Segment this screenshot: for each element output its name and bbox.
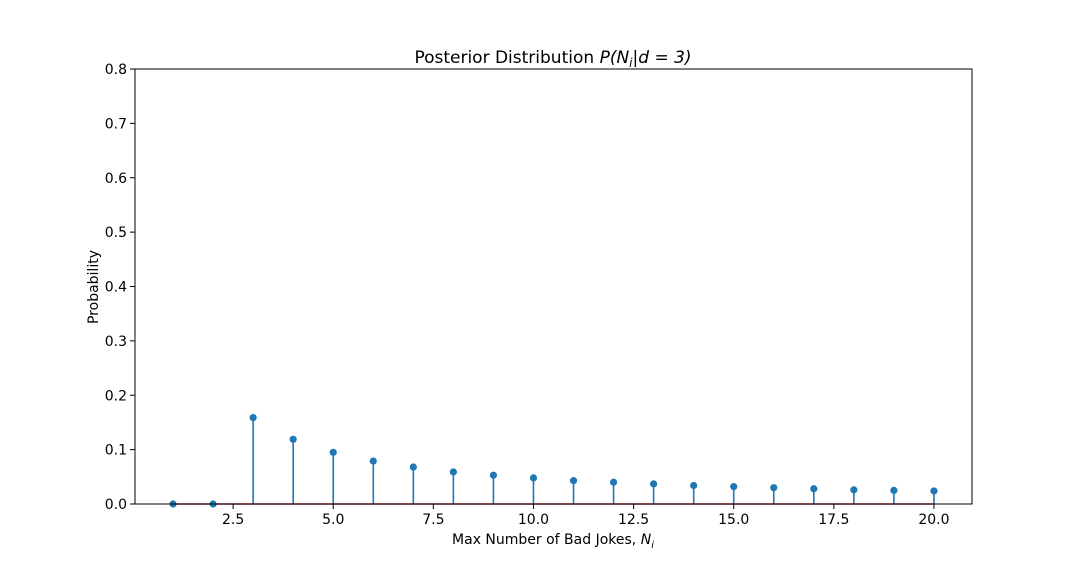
- stem-marker: [489, 471, 498, 479]
- stem-marker: [770, 484, 778, 492]
- stem-marker: [930, 487, 938, 495]
- y-tick-label: 0.1: [105, 443, 127, 459]
- chart-title-text: Posterior Distribution: [414, 48, 599, 68]
- y-tick-label: 0.4: [105, 280, 127, 296]
- stem-marker: [810, 485, 818, 493]
- x-axis-label-text: Max Number of Bad Jokes,: [452, 532, 641, 548]
- chart-title-math-suffix: |d = 3): [633, 48, 692, 68]
- stem-marker: [650, 480, 658, 488]
- chart-title-math-prefix: P(N: [600, 48, 630, 68]
- x-tick-label: 15.0: [718, 512, 749, 528]
- y-tick-label: 0.2: [105, 388, 127, 404]
- x-tick-label: 5.0: [322, 512, 344, 528]
- y-tick-label: 0.8: [105, 62, 127, 78]
- stem-marker: [609, 478, 618, 486]
- stem-marker: [890, 486, 898, 495]
- x-tick-label: 12.5: [618, 512, 649, 528]
- x-tick-label: 17.5: [818, 512, 849, 528]
- y-axis-ticks: 0.0 0.1 0.2 0.3 0.4 0.5 0.6 0.7 0.8: [105, 62, 135, 513]
- x-axis-label-var: N: [641, 532, 652, 548]
- plot-area: [134, 68, 973, 508]
- stem-marker: [329, 448, 337, 456]
- x-axis-ticks: 2.5 5.0 7.5 10.0 12.5 15.0 17.5 20.0: [222, 504, 950, 528]
- y-tick-label: 0.5: [105, 225, 127, 241]
- stem-marker: [730, 483, 738, 491]
- stem-marker: [289, 435, 297, 443]
- stem-marker: [409, 463, 417, 471]
- y-tick-label: 0.6: [105, 171, 127, 187]
- x-tick-label: 2.5: [222, 512, 244, 528]
- chart-title-math-sub: i: [629, 56, 633, 70]
- stem-marker: [529, 474, 538, 482]
- x-tick-label: 10.0: [518, 512, 549, 528]
- stem-marker: [249, 413, 257, 422]
- x-axis-label: Max Number of Bad Jokes, Ni: [452, 532, 654, 551]
- x-tick-label: 7.5: [422, 512, 444, 528]
- stem-marker: [690, 481, 698, 490]
- y-tick-label: 0.0: [105, 497, 127, 513]
- y-axis-label: Probability: [86, 250, 102, 324]
- stem-marker: [449, 468, 457, 476]
- stem-marker: [569, 477, 578, 485]
- x-tick-label: 20.0: [918, 512, 949, 528]
- x-axis-label-sub: i: [651, 540, 654, 551]
- y-tick-label: 0.3: [105, 334, 127, 350]
- stem-marker: [850, 486, 858, 494]
- chart-title: Posterior Distribution P(Ni|d = 3): [414, 48, 691, 70]
- stem-marker: [369, 457, 377, 465]
- y-tick-label: 0.7: [105, 116, 127, 132]
